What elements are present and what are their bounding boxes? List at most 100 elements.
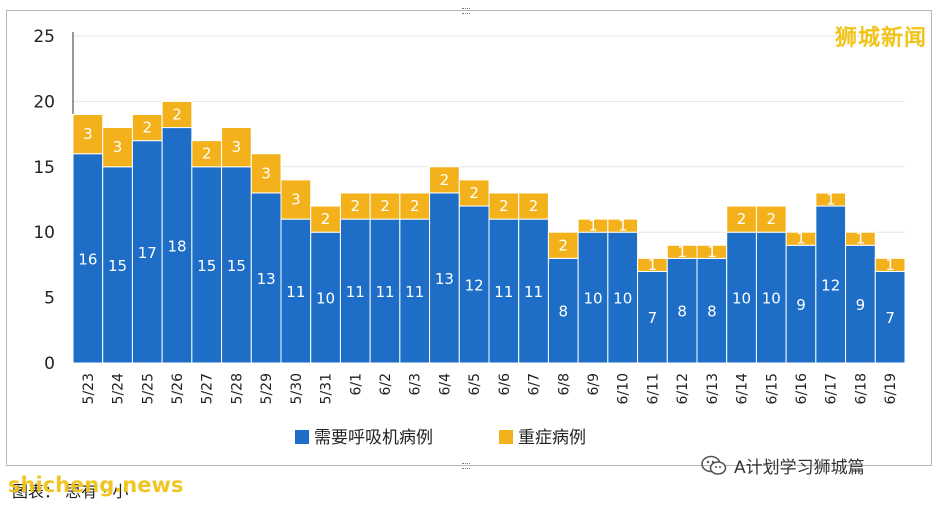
data-label-severe: 1 — [885, 256, 895, 274]
x-tick-label: 6/5 — [467, 373, 483, 396]
footer-credit: 图表： 思有 · 小 — [12, 478, 128, 502]
data-label-severe: 2 — [767, 210, 777, 228]
data-label-ventilator: 10 — [583, 290, 602, 308]
data-label-ventilator: 15 — [108, 257, 127, 275]
data-label-ventilator: 9 — [856, 296, 866, 314]
data-label-ventilator: 8 — [677, 303, 687, 321]
x-tick-label: 6/3 — [408, 373, 424, 396]
data-label-severe: 2 — [351, 197, 361, 215]
x-tick-label: 5/28 — [229, 373, 245, 404]
bar-severe — [369, 192, 401, 220]
data-label-severe: 1 — [618, 217, 628, 235]
x-tick-label: 6/17 — [824, 373, 840, 404]
stacked-bar-chart: 05101520251635/231535/241725/251825/2615… — [33, 27, 906, 448]
x-tick-label: 6/12 — [675, 373, 691, 404]
y-tick-label: 10 — [33, 223, 55, 243]
bar-ventilator — [488, 218, 520, 364]
x-tick-label: 6/14 — [735, 373, 751, 405]
data-label-ventilator: 13 — [435, 270, 454, 288]
x-tick-label: 5/23 — [81, 373, 97, 404]
data-label-severe: 3 — [83, 125, 93, 143]
data-label-severe: 2 — [321, 210, 331, 228]
y-tick-label: 5 — [44, 289, 55, 309]
y-tick-label: 15 — [33, 158, 55, 178]
bar-ventilator — [518, 218, 549, 364]
data-label-ventilator: 12 — [465, 277, 484, 295]
brand-logo-text: 狮城新闻 — [834, 26, 927, 51]
x-tick-label: 5/29 — [259, 373, 275, 404]
resize-handle-bottom[interactable] — [462, 463, 470, 469]
data-label-severe: 2 — [202, 145, 212, 163]
data-label-ventilator: 11 — [346, 283, 365, 301]
x-tick-label: 6/16 — [794, 373, 810, 405]
legend-label-severe: 重症病例 — [518, 428, 586, 448]
data-label-ventilator: 11 — [494, 283, 513, 301]
data-label-ventilator: 13 — [257, 270, 276, 288]
data-label-severe: 1 — [648, 256, 658, 274]
account-name: A计划学习狮城篇 — [734, 458, 865, 478]
data-label-severe: 2 — [143, 119, 153, 137]
x-tick-label: 6/10 — [616, 373, 632, 404]
bar-severe — [310, 205, 341, 233]
data-label-ventilator: 10 — [613, 290, 632, 308]
bar-severe — [221, 127, 252, 168]
bar-severe — [280, 179, 312, 220]
data-label-severe: 3 — [232, 138, 242, 156]
x-tick-label: 6/7 — [527, 373, 543, 396]
data-label-ventilator: 11 — [405, 283, 424, 301]
x-tick-label: 6/18 — [853, 373, 869, 404]
bar-severe — [458, 179, 490, 207]
x-tick-label: 5/31 — [319, 373, 335, 404]
bar-severe — [874, 257, 906, 272]
data-label-severe: 3 — [291, 191, 301, 209]
bar-ventilator — [399, 218, 431, 364]
bar-ventilator — [280, 218, 312, 364]
bar-ventilator — [369, 218, 401, 364]
x-tick-label: 6/2 — [378, 373, 394, 396]
data-label-severe: 2 — [559, 236, 569, 254]
data-label-ventilator: 7 — [885, 309, 895, 327]
bar-severe — [250, 153, 282, 194]
data-label-severe: 2 — [440, 171, 450, 189]
data-label-ventilator: 11 — [286, 283, 305, 301]
bar-severe — [191, 140, 223, 168]
x-tick-label: 5/26 — [170, 373, 186, 405]
y-tick-label: 0 — [44, 354, 55, 374]
x-tick-label: 6/15 — [764, 373, 780, 404]
bar-ventilator — [637, 270, 668, 364]
resize-handle-top[interactable] — [462, 8, 470, 14]
bar-ventilator — [845, 244, 876, 364]
bar-severe — [131, 113, 163, 142]
x-tick-label: 5/27 — [200, 373, 216, 404]
data-label-ventilator: 16 — [78, 250, 97, 268]
bar-severe — [845, 231, 876, 246]
data-label-severe: 2 — [410, 197, 420, 215]
bar-severe — [72, 113, 104, 155]
data-label-severe: 1 — [856, 230, 866, 248]
x-tick-label: 6/13 — [705, 373, 721, 404]
legend-swatch-severe — [499, 430, 513, 444]
data-label-ventilator: 9 — [796, 296, 806, 314]
bar-severe — [161, 100, 193, 129]
x-tick-label: 5/25 — [140, 373, 156, 404]
chart-frame: 0 5 10 15 20 25 16 3 5/23 15 3 5/24 17 2 5/25 18 2 5/26 15… — [6, 8, 932, 469]
wechat-icon — [701, 455, 727, 475]
data-label-severe: 2 — [737, 210, 747, 228]
data-label-ventilator: 10 — [316, 290, 335, 308]
bar-severe — [815, 192, 847, 207]
site-watermark: shicheng.news — [8, 473, 184, 497]
bar-severe — [755, 205, 787, 233]
bar-ventilator — [577, 231, 609, 364]
y-tick-label: 25 — [33, 27, 55, 47]
data-label-ventilator: 10 — [762, 290, 781, 308]
data-label-ventilator: 18 — [167, 237, 186, 255]
bar-severe — [102, 127, 133, 168]
data-label-severe: 1 — [588, 217, 598, 235]
bar-ventilator — [547, 257, 579, 364]
bar-ventilator — [72, 153, 104, 364]
x-tick-label: 5/24 — [111, 373, 127, 405]
data-label-severe: 1 — [826, 191, 836, 209]
bar-severe — [607, 218, 639, 233]
data-label-ventilator: 10 — [732, 290, 751, 308]
data-label-severe: 2 — [529, 197, 539, 215]
